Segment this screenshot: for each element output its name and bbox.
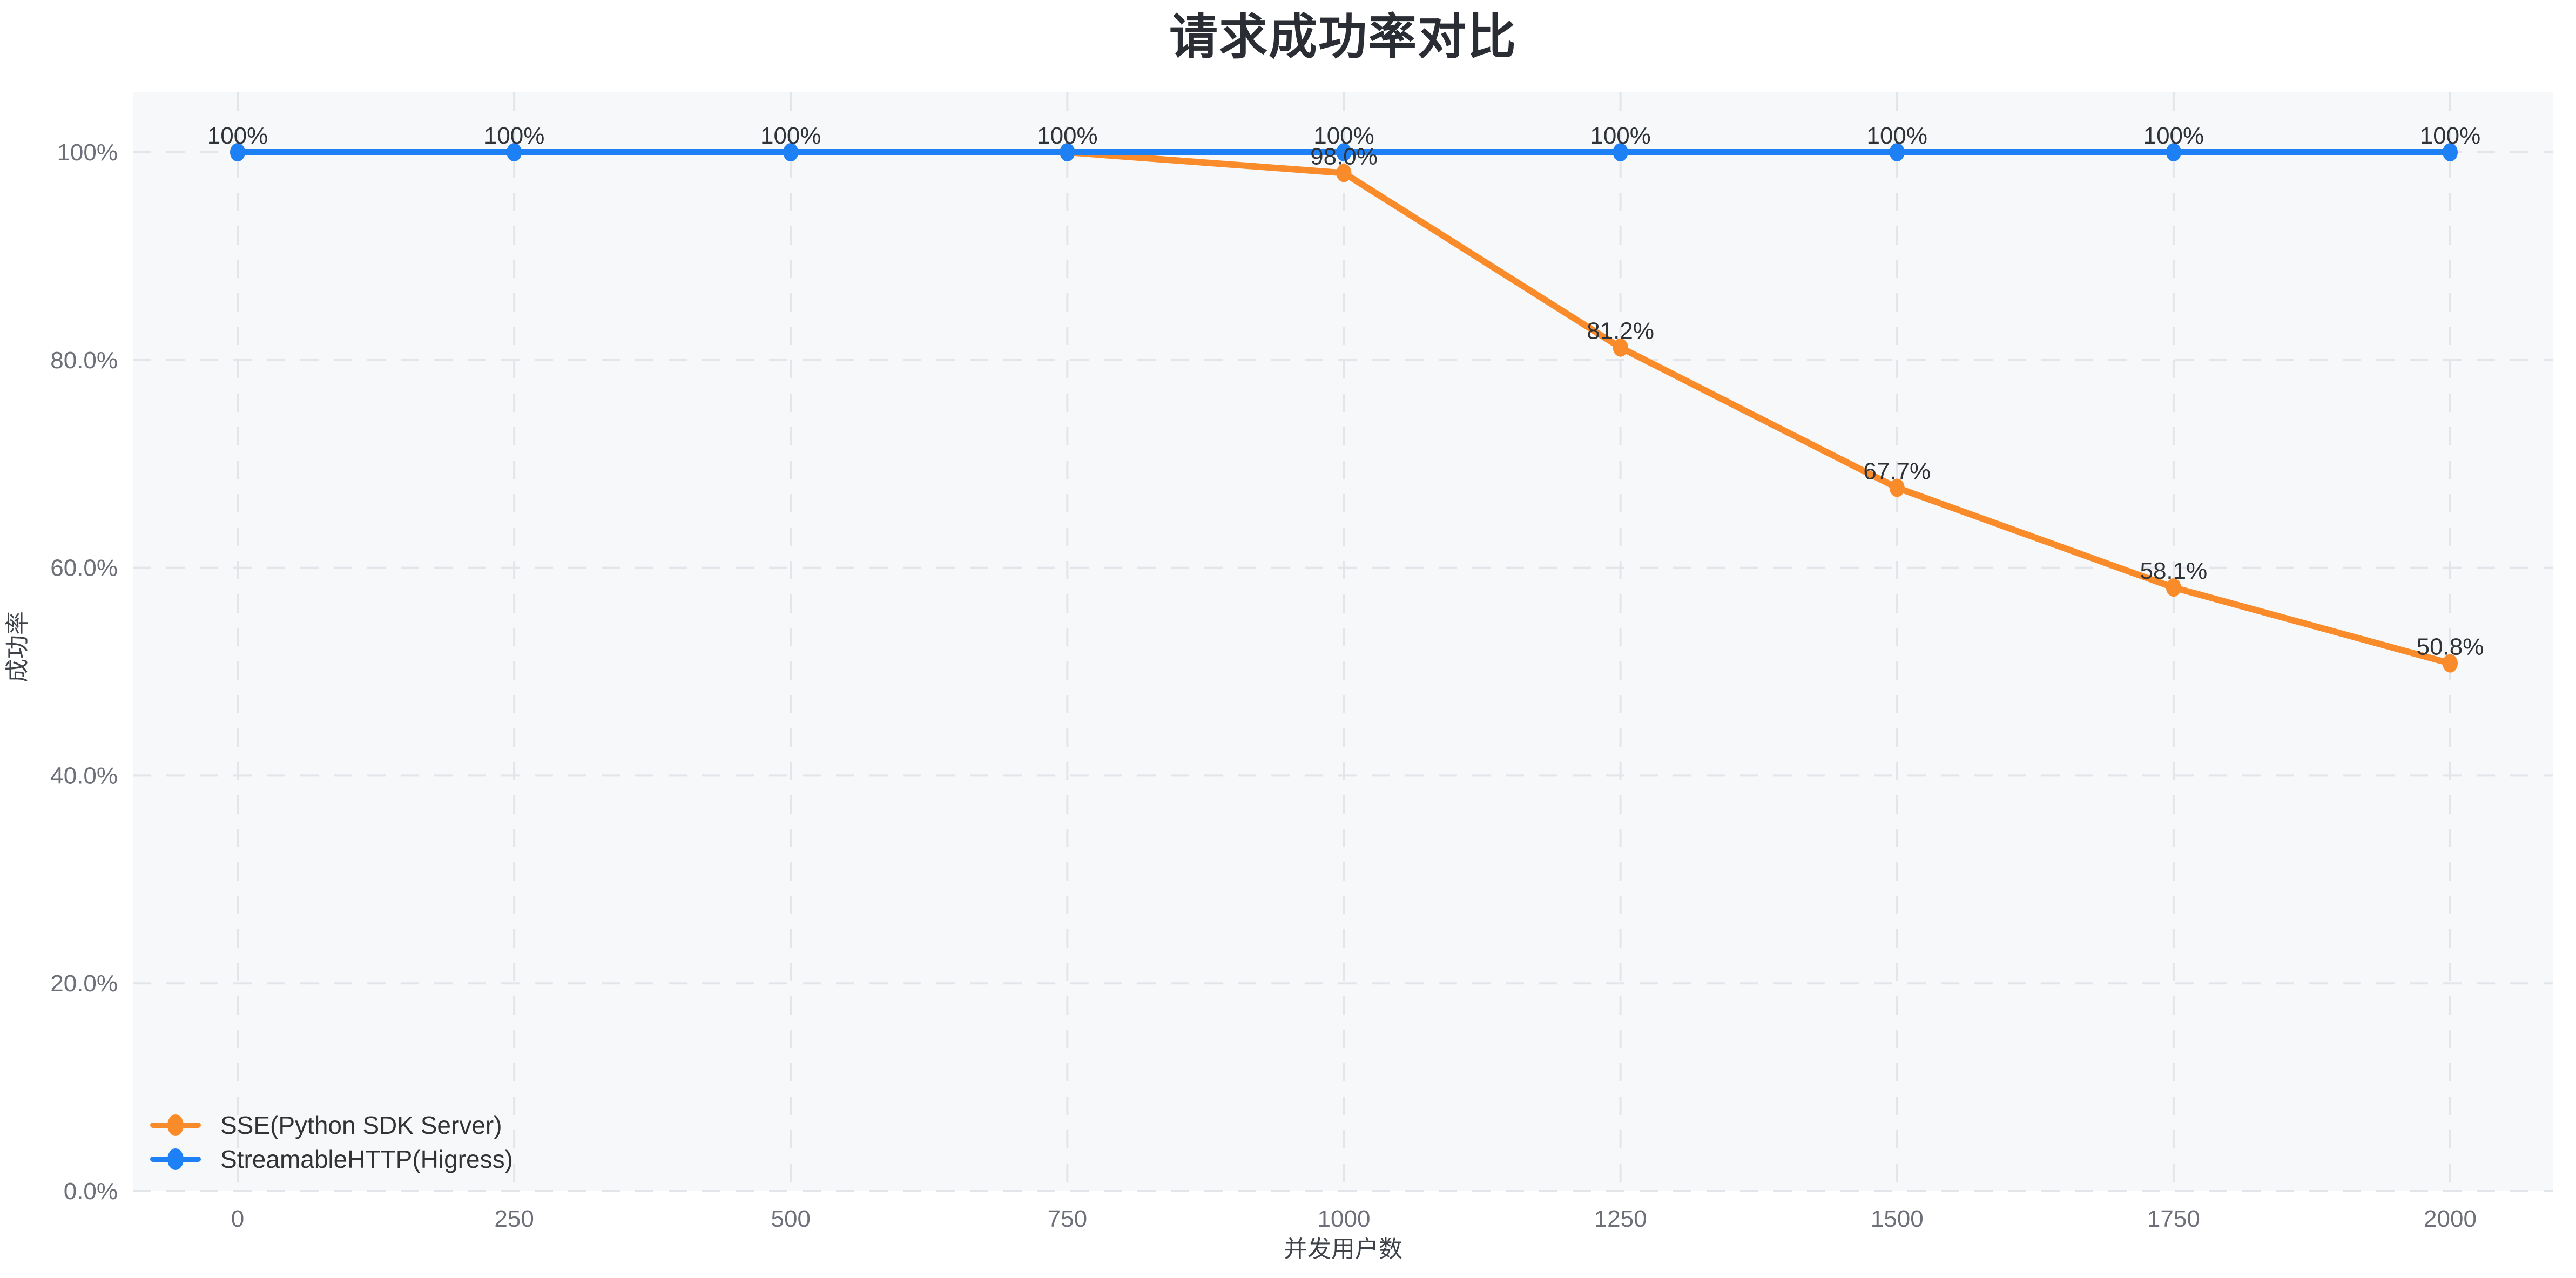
data-point[interactable] [2166, 143, 2181, 161]
data-label: 98.0% [1310, 143, 1378, 170]
data-point[interactable] [507, 143, 522, 161]
data-label: 100% [760, 123, 821, 149]
y-tick-label: 0.0% [64, 1178, 118, 1205]
legend-marker-sse-icon [150, 1113, 201, 1137]
y-tick-label: 20.0% [50, 970, 118, 997]
data-label: 67.7% [1863, 458, 1931, 484]
data-point[interactable] [1889, 478, 1905, 497]
data-label: 81.2% [1587, 318, 1654, 344]
x-axis-title: 并发用户数 [1284, 1236, 1402, 1262]
x-tick-label: 750 [1048, 1206, 1087, 1232]
x-tick-label: 2000 [2424, 1206, 2477, 1232]
legend: SSE(Python SDK Server) StreamableHTTP(Hi… [150, 1113, 513, 1181]
y-tick-label: 60.0% [50, 555, 118, 581]
legend-label-sse: SSE(Python SDK Server) [220, 1111, 502, 1139]
data-label: 100% [1866, 123, 1927, 149]
x-tick-label: 1000 [1318, 1206, 1371, 1232]
x-tick-label: 1250 [1594, 1206, 1647, 1232]
x-tick-label: 1750 [2147, 1206, 2200, 1232]
y-tick-label: 40.0% [50, 762, 118, 789]
data-point[interactable] [1336, 143, 1352, 161]
legend-item-streamablehttp[interactable]: StreamableHTTP(Higress) [150, 1145, 513, 1173]
data-label: 50.8% [2417, 634, 2484, 660]
data-label: 100% [2143, 123, 2204, 149]
x-tick-label: 250 [494, 1206, 534, 1232]
data-label: 100% [1037, 123, 1098, 149]
data-label: 100% [1313, 123, 1374, 149]
y-axis-title: 成功率 [4, 611, 31, 682]
data-point[interactable] [2443, 654, 2458, 673]
data-point[interactable] [1060, 143, 1075, 161]
x-tick-label: 0 [231, 1206, 244, 1232]
legend-item-sse[interactable]: SSE(Python SDK Server) [150, 1111, 513, 1139]
x-tick-label: 1500 [1871, 1206, 1924, 1232]
data-point[interactable] [783, 143, 799, 161]
data-point[interactable] [230, 143, 245, 161]
data-point[interactable] [2166, 578, 2181, 597]
y-tick-label: 80.0% [50, 347, 118, 374]
data-label: 100% [207, 123, 268, 149]
y-tick-label: 100% [57, 139, 118, 166]
data-label: 100% [484, 123, 545, 149]
data-label: 58.1% [2140, 558, 2207, 584]
data-point[interactable] [1889, 143, 1905, 161]
data-label: 100% [1590, 123, 1651, 149]
x-tick-label: 500 [771, 1206, 811, 1232]
data-point[interactable] [2443, 143, 2458, 161]
data-point[interactable] [1613, 143, 1628, 161]
data-point[interactable] [1613, 338, 1628, 357]
legend-marker-streamablehttp-icon [150, 1147, 201, 1171]
data-label: 100% [2420, 123, 2481, 149]
legend-label-streamablehttp: StreamableHTTP(Higress) [220, 1145, 513, 1173]
chart-title: 请求成功率对比 [1169, 10, 1517, 64]
data-point[interactable] [1336, 164, 1352, 182]
